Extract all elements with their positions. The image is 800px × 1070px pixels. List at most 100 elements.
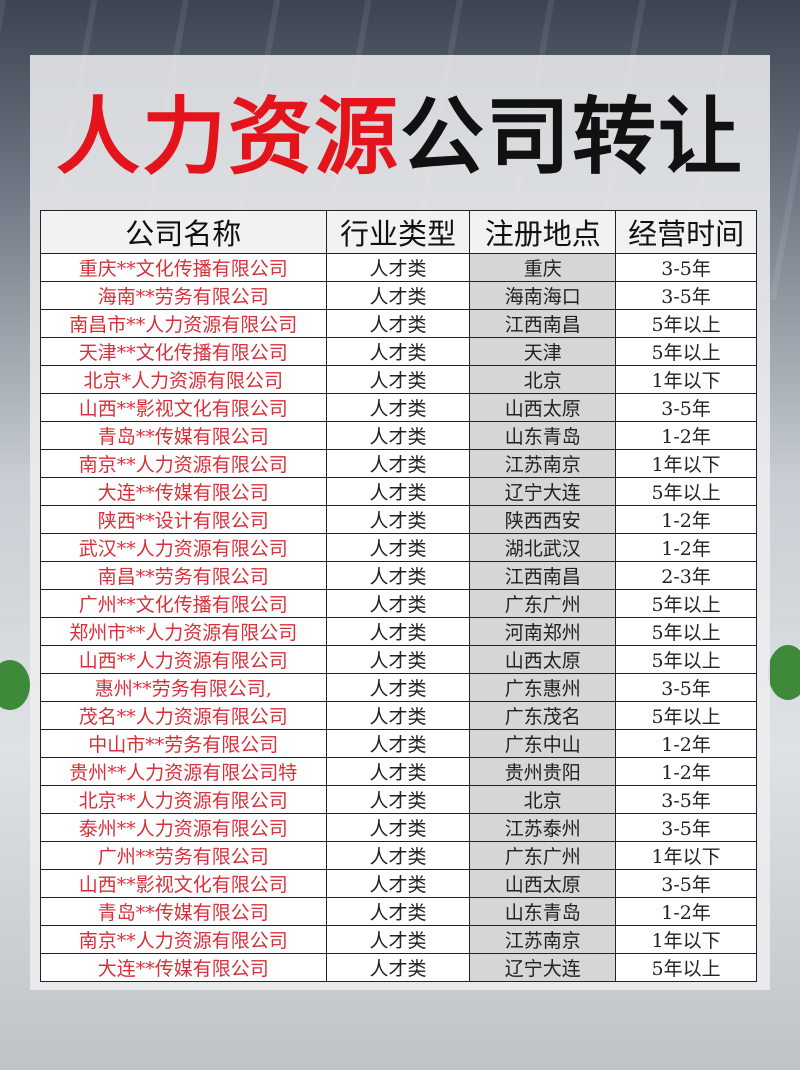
cell-location: 贵州贵阳 bbox=[469, 757, 617, 786]
cell-location: 江西南昌 bbox=[469, 309, 617, 338]
cell-location: 天津 bbox=[469, 337, 617, 366]
cell-location: 广东中山 bbox=[469, 729, 617, 758]
table-row: 重庆**文化传播有限公司 人才类 重庆 3-5年 bbox=[40, 253, 757, 282]
table-row: 青岛**传媒有限公司 人才类 山东青岛 1-2年 bbox=[40, 897, 757, 926]
cell-location: 江西南昌 bbox=[469, 561, 617, 590]
cell-location: 江苏南京 bbox=[469, 925, 617, 954]
cell-location: 山东青岛 bbox=[469, 897, 617, 926]
cell-location: 广东惠州 bbox=[469, 673, 617, 702]
cell-industry: 人才类 bbox=[325, 393, 471, 422]
cell-company-name: 广州**文化传播有限公司 bbox=[40, 589, 327, 618]
cell-company-name: 陕西**设计有限公司 bbox=[40, 505, 327, 534]
cell-location: 河南郑州 bbox=[469, 617, 617, 646]
cell-industry: 人才类 bbox=[325, 533, 471, 562]
table-row: 陕西**设计有限公司 人才类 陕西西安 1-2年 bbox=[40, 505, 757, 534]
table-row: 青岛**传媒有限公司 人才类 山东青岛 1-2年 bbox=[40, 421, 757, 450]
cell-company-name: 青岛**传媒有限公司 bbox=[40, 897, 327, 926]
cell-company-name: 山西**人力资源有限公司 bbox=[40, 645, 327, 674]
cell-location: 重庆 bbox=[469, 253, 617, 282]
company-table: 公司名称 行业类型 注册地点 经营时间 重庆**文化传播有限公司 人才类 重庆 3-5… bbox=[40, 210, 757, 982]
cell-company-name: 中山市**劳务有限公司 bbox=[40, 729, 327, 758]
table-row: 山西**人力资源有限公司 人才类 山西太原 5年以上 bbox=[40, 645, 757, 674]
cell-company-name: 南昌**劳务有限公司 bbox=[40, 561, 327, 590]
cell-duration: 1年以下 bbox=[615, 365, 757, 394]
plant-right bbox=[768, 645, 800, 700]
cell-company-name: 天津**文化传播有限公司 bbox=[40, 337, 327, 366]
cell-industry: 人才类 bbox=[325, 673, 471, 702]
header-industry: 行业类型 bbox=[325, 210, 471, 254]
cell-location: 北京 bbox=[469, 365, 617, 394]
table-row: 南昌市**人力资源有限公司 人才类 江西南昌 5年以上 bbox=[40, 309, 757, 338]
cell-location: 海南海口 bbox=[469, 281, 617, 310]
cell-location: 北京 bbox=[469, 785, 617, 814]
header-company-name: 公司名称 bbox=[40, 210, 327, 254]
cell-company-name: 北京*人力资源有限公司 bbox=[40, 365, 327, 394]
cell-company-name: 海南**劳务有限公司 bbox=[40, 281, 327, 310]
cell-industry: 人才类 bbox=[325, 421, 471, 450]
table-row: 北京*人力资源有限公司 人才类 北京 1年以下 bbox=[40, 365, 757, 394]
title-red-part: 人力资源 bbox=[55, 88, 400, 186]
cell-industry: 人才类 bbox=[325, 253, 471, 282]
cell-duration: 1年以下 bbox=[615, 449, 757, 478]
cell-industry: 人才类 bbox=[325, 841, 471, 870]
cell-duration: 5年以上 bbox=[615, 309, 757, 338]
cell-industry: 人才类 bbox=[325, 897, 471, 926]
cell-duration: 5年以上 bbox=[615, 337, 757, 366]
cell-company-name: 南昌市**人力资源有限公司 bbox=[40, 309, 327, 338]
cell-company-name: 茂名**人力资源有限公司 bbox=[40, 701, 327, 730]
table-row: 山西**影视文化有限公司 人才类 山西太原 3-5年 bbox=[40, 869, 757, 898]
cell-location: 山东青岛 bbox=[469, 421, 617, 450]
cell-location: 湖北武汉 bbox=[469, 533, 617, 562]
cell-duration: 5年以上 bbox=[615, 589, 757, 618]
cell-industry: 人才类 bbox=[325, 785, 471, 814]
cell-duration: 1-2年 bbox=[615, 757, 757, 786]
cell-company-name: 北京**人力资源有限公司 bbox=[40, 785, 327, 814]
cell-duration: 1年以下 bbox=[615, 925, 757, 954]
cell-industry: 人才类 bbox=[325, 701, 471, 730]
cell-location: 江苏泰州 bbox=[469, 813, 617, 842]
table-row: 大连**传媒有限公司 人才类 辽宁大连 5年以上 bbox=[40, 953, 757, 982]
cell-location: 江苏南京 bbox=[469, 449, 617, 478]
cell-industry: 人才类 bbox=[325, 729, 471, 758]
cell-industry: 人才类 bbox=[325, 337, 471, 366]
cell-duration: 1-2年 bbox=[615, 533, 757, 562]
cell-industry: 人才类 bbox=[325, 589, 471, 618]
cell-duration: 5年以上 bbox=[615, 477, 757, 506]
cell-company-name: 泰州**人力资源有限公司 bbox=[40, 813, 327, 842]
cell-industry: 人才类 bbox=[325, 813, 471, 842]
table-row: 泰州**人力资源有限公司 人才类 江苏泰州 3-5年 bbox=[40, 813, 757, 842]
cell-duration: 1-2年 bbox=[615, 729, 757, 758]
cell-industry: 人才类 bbox=[325, 869, 471, 898]
cell-company-name: 惠州**劳务有限公司, bbox=[40, 673, 327, 702]
table-row: 贵州**人力资源有限公司特 人才类 贵州贵阳 1-2年 bbox=[40, 757, 757, 786]
cell-location: 广东广州 bbox=[469, 841, 617, 870]
table-header-row: 公司名称 行业类型 注册地点 经营时间 bbox=[40, 210, 757, 254]
table-row: 山西**影视文化有限公司 人才类 山西太原 3-5年 bbox=[40, 393, 757, 422]
cell-industry: 人才类 bbox=[325, 645, 471, 674]
plant-left bbox=[0, 660, 30, 710]
cell-duration: 3-5年 bbox=[615, 869, 757, 898]
cell-company-name: 重庆**文化传播有限公司 bbox=[40, 253, 327, 282]
table-row: 南京**人力资源有限公司 人才类 江苏南京 1年以下 bbox=[40, 449, 757, 478]
cell-industry: 人才类 bbox=[325, 561, 471, 590]
cell-location: 陕西西安 bbox=[469, 505, 617, 534]
cell-company-name: 广州**劳务有限公司 bbox=[40, 841, 327, 870]
cell-duration: 1年以下 bbox=[615, 841, 757, 870]
cell-industry: 人才类 bbox=[325, 617, 471, 646]
cell-company-name: 大连**传媒有限公司 bbox=[40, 477, 327, 506]
cell-duration: 5年以上 bbox=[615, 645, 757, 674]
cell-duration: 5年以上 bbox=[615, 953, 757, 982]
cell-location: 广东茂名 bbox=[469, 701, 617, 730]
cell-duration: 3-5年 bbox=[615, 673, 757, 702]
cell-industry: 人才类 bbox=[325, 505, 471, 534]
cell-industry: 人才类 bbox=[325, 757, 471, 786]
table-row: 天津**文化传播有限公司 人才类 天津 5年以上 bbox=[40, 337, 757, 366]
table-row: 广州**文化传播有限公司 人才类 广东广州 5年以上 bbox=[40, 589, 757, 618]
cell-company-name: 山西**影视文化有限公司 bbox=[40, 869, 327, 898]
cell-industry: 人才类 bbox=[325, 953, 471, 982]
cell-location: 山西太原 bbox=[469, 393, 617, 422]
cell-duration: 5年以上 bbox=[615, 701, 757, 730]
cell-location: 山西太原 bbox=[469, 645, 617, 674]
cell-company-name: 郑州市**人力资源有限公司 bbox=[40, 617, 327, 646]
cell-duration: 5年以上 bbox=[615, 617, 757, 646]
